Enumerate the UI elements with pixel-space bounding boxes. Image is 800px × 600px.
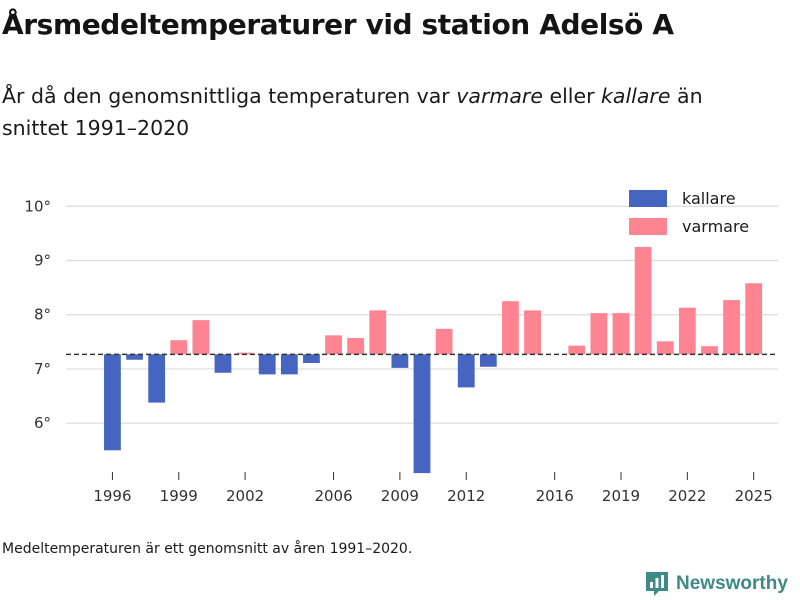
legend-swatch-colder	[629, 190, 667, 207]
bar-colder-2005	[303, 354, 320, 363]
y-tick-label: 9°	[34, 252, 51, 270]
x-tick-label: 2006	[314, 487, 352, 505]
bar-warmer-2002	[236, 352, 254, 355]
subtitle-warmer-word: varmare	[456, 84, 543, 108]
bar-warmer-2022	[678, 307, 696, 355]
bar-warmer-2008	[369, 310, 387, 355]
subtitle-part-1: År då den genomsnittliga temperaturen va…	[2, 84, 457, 108]
bar-warmer-2019	[612, 313, 630, 355]
bar-warmer-2021	[656, 341, 674, 355]
bar-colder-2013	[479, 354, 497, 367]
bar-warmer-2023	[701, 346, 718, 355]
y-tick-label: 6°	[34, 414, 51, 432]
temperature-bar-chart: 6° 7° 8° 9° 10° 1996 1999 2002 2006 2009 2012 2016 2…	[24, 189, 778, 505]
bar-warmer-2024	[723, 300, 740, 355]
subtitle-part-2: eller	[542, 84, 602, 108]
legend-label-colder: kallare	[682, 189, 736, 208]
x-tick-label: 2025	[735, 487, 773, 505]
bar-warmer-2015	[524, 310, 541, 355]
bar-colder-2001	[214, 354, 232, 373]
bar-warmer-2011	[435, 328, 453, 355]
y-tick-label: 8°	[34, 306, 51, 324]
legend-swatch-warmer	[629, 218, 667, 235]
x-tick-label: 1996	[93, 487, 131, 505]
bar-colder-2009	[391, 354, 409, 368]
bar-warmer-2018	[590, 313, 608, 355]
subtitle-colder-word: kallare	[601, 84, 671, 108]
bar-warmer-2014	[502, 301, 519, 355]
y-tick-label: 7°	[34, 360, 51, 378]
bar-warmer-2025	[745, 283, 763, 355]
x-tick-label: 2009	[381, 487, 419, 505]
bar-colder-2003	[258, 354, 276, 375]
bar-warmer-2007	[347, 338, 365, 355]
x-tick-label: 2012	[447, 487, 485, 505]
bar-colder-2010	[413, 354, 431, 474]
bar-warmer-2000	[192, 320, 210, 355]
bar-colder-1998	[148, 354, 166, 403]
chart-title: Årsmedeltemperaturer vid station Adelsö …	[2, 8, 674, 41]
legend-label-warmer: varmare	[682, 217, 749, 236]
x-tick-label: 2016	[536, 487, 574, 505]
bar-colder-1997	[126, 354, 143, 360]
newsworthy-logo-icon	[646, 572, 668, 596]
bar-colder-2004	[280, 354, 298, 375]
bar-warmer-2017	[568, 345, 586, 355]
y-tick-label: 10°	[24, 197, 51, 215]
bar-colder-2012	[457, 354, 475, 388]
newsworthy-logo-text: Newsworthy	[676, 573, 788, 594]
x-tick-label: 1999	[160, 487, 198, 505]
chart-footnote: Medeltemperaturen är ett genomsnitt av å…	[2, 541, 413, 557]
x-tick-label: 2002	[226, 487, 264, 505]
subtitle-part-3: än snittet 1991–2020	[2, 84, 703, 140]
x-tick-label: 2019	[602, 487, 640, 505]
bar-warmer-2020	[634, 246, 652, 355]
newsworthy-logo[interactable]: Newsworthy	[644, 568, 788, 600]
bar-warmer-1999	[170, 340, 188, 355]
chart-subtitle: År då den genomsnittliga temperaturen va…	[2, 80, 762, 144]
bar-warmer-2006	[325, 335, 342, 355]
bar-colder-1996	[104, 354, 121, 451]
x-tick-label: 2022	[668, 487, 706, 505]
